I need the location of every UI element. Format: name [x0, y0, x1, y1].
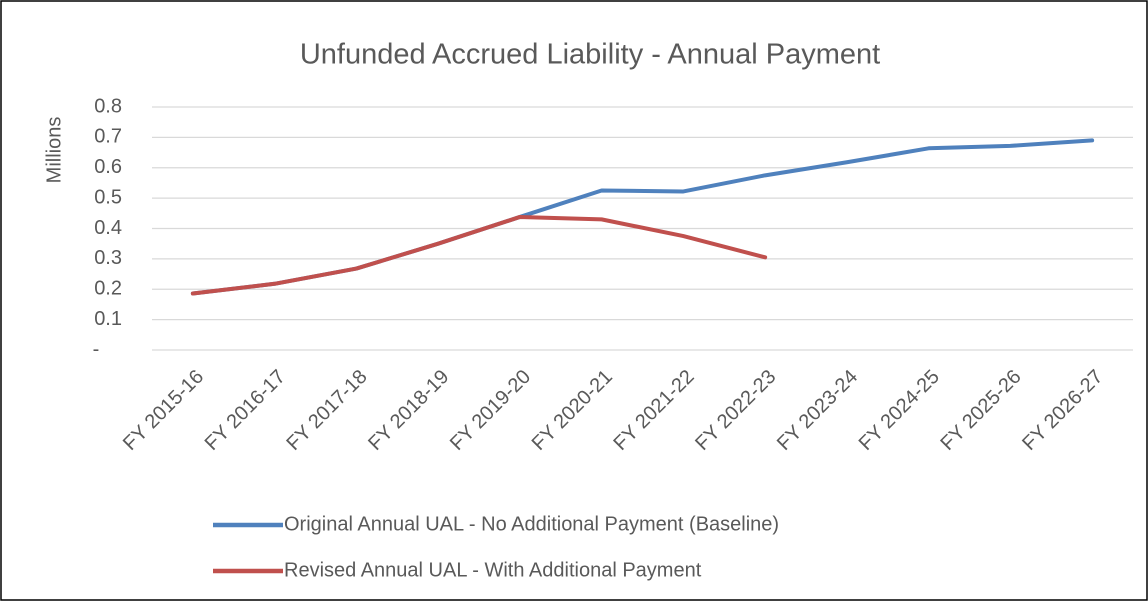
y-tick-label: 0.8: [94, 95, 122, 117]
series-line: [190, 214, 768, 296]
chart-title: Unfunded Accrued Liability - Annual Paym…: [300, 39, 880, 71]
y-tick-label: -: [93, 338, 100, 360]
y-tick-label: 0.1: [94, 308, 122, 330]
y-axis-label: Millions: [43, 117, 65, 184]
y-tick-label: 0.2: [94, 278, 122, 300]
legend-label: Revised Annual UAL - With Additional Pay…: [284, 559, 702, 581]
y-tick-label: 0.7: [94, 126, 122, 148]
y-tick-label: 0.3: [94, 247, 122, 269]
y-tick-label: 0.4: [94, 217, 122, 239]
y-tick-label: 0.6: [94, 156, 122, 178]
y-tick-label: 0.5: [94, 186, 122, 208]
legend-label: Original Annual UAL - No Additional Paym…: [284, 513, 779, 535]
